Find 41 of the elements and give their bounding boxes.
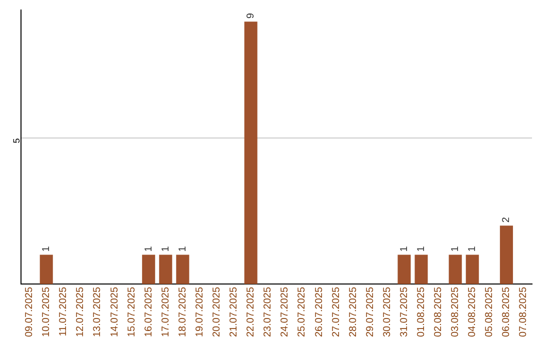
data-label: 2 [501,216,512,223]
x-tick-label: 24.07.2025 [280,286,291,338]
x-tick-label: 18.07.2025 [177,286,188,338]
x-tick-label: 01.08.2025 [416,286,427,338]
x-tick-label: 26.07.2025 [314,286,325,338]
x-tick-label: 04.08.2025 [467,286,478,338]
data-label: 1 [450,246,462,252]
x-tick-label: 21.07.2025 [228,286,240,338]
x-tick-label: 03.08.2025 [450,286,462,338]
data-label: 1 [398,246,410,252]
x-tick-label: 11.07.2025 [58,286,70,336]
x-tick-label: 05.08.2025 [484,286,496,338]
y-tick-label: 5 [11,138,22,144]
x-tick-label: 30.07.2025 [382,286,393,338]
x-tick-label: 06.08.2025 [501,286,512,338]
x-tick-label: 12.07.2025 [75,286,86,338]
x-tick-label: 13.07.2025 [92,286,104,338]
x-tick-label: 27.07.2025 [330,286,342,338]
data-label: 1 [160,246,172,252]
x-tick-label: 14.07.2025 [109,286,120,338]
x-tick-label: 07.08.2025 [518,286,530,338]
x-tick-label: 19.07.2025 [194,286,206,338]
data-label: 1 [177,246,188,252]
x-tick-label: 16.07.2025 [143,286,154,338]
data-label: 1 [41,246,52,252]
x-tick-label: 29.07.2025 [364,286,376,338]
data-label: 1 [467,246,478,252]
x-tick-label: 22.07.2025 [246,286,257,338]
x-tick-label: 25.07.2025 [296,286,308,338]
data-label: 1 [143,246,154,252]
data-label: 1 [416,246,427,252]
x-tick-label: 09.07.2025 [24,286,36,338]
x-tick-label: 02.08.2025 [433,286,444,338]
x-tick-label: 28.07.2025 [348,286,359,338]
x-tick-label: 15.07.2025 [126,286,138,338]
x-tick-label: 20.07.2025 [212,286,223,338]
x-tick-label: 17.07.2025 [160,286,172,338]
x-tick-label: 23.07.2025 [262,286,274,338]
data-label: 9 [246,12,257,19]
x-tick-label: 10.07.2025 [41,286,52,338]
x-tick-label: 31.07.2025 [398,286,410,338]
